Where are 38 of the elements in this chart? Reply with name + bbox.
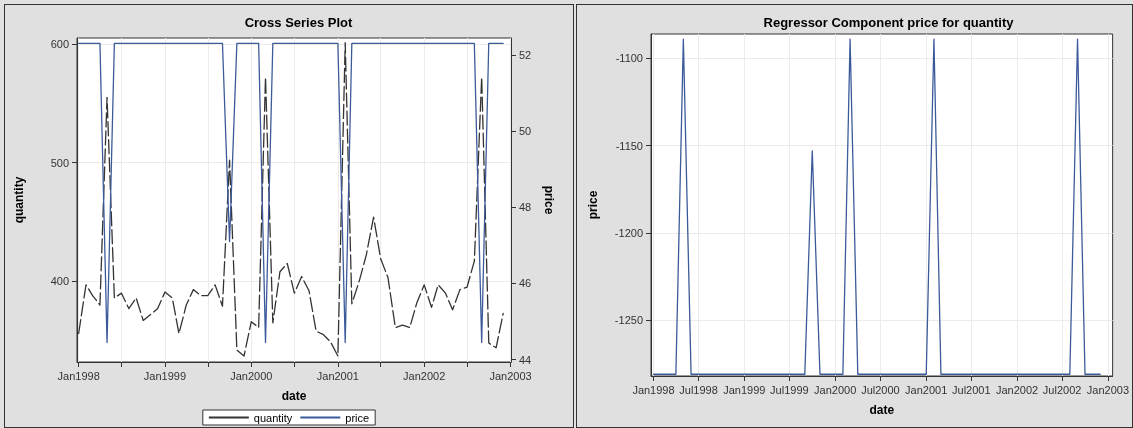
x-axis-title: date bbox=[869, 403, 895, 417]
chart-title: Regressor Component price for quantity bbox=[763, 15, 1015, 30]
x-tick-label: Jan2002 bbox=[995, 383, 1039, 396]
x-tick-label: Jul2001 bbox=[952, 383, 991, 396]
legend-label: price bbox=[345, 411, 370, 424]
x-tick-label: Jan2001 bbox=[905, 383, 948, 396]
x-tick-label: Jul1999 bbox=[770, 383, 809, 396]
x-tick-label: Jul2002 bbox=[1042, 383, 1082, 396]
legend-label: quantity bbox=[253, 411, 293, 424]
y2-tick-label: 44 bbox=[519, 353, 532, 366]
y-tick-label: 500 bbox=[50, 156, 69, 169]
x-tick-label: Jan2001 bbox=[316, 369, 359, 382]
x-tick-label: Jan2000 bbox=[814, 383, 857, 396]
chart-title: Cross Series Plot bbox=[244, 15, 353, 30]
y2-tick-label: 46 bbox=[519, 277, 532, 290]
x-tick-label: Jan2002 bbox=[403, 369, 446, 382]
y-tick-label: -1200 bbox=[614, 226, 643, 239]
y2-tick-label: 48 bbox=[519, 201, 532, 214]
y-tick-label: 600 bbox=[50, 37, 69, 50]
x-tick-label: Jan1999 bbox=[723, 383, 766, 396]
y2-tick-label: 52 bbox=[519, 48, 532, 61]
x-tick-label: Jan1999 bbox=[143, 369, 187, 382]
x-tick-label: Jan2003 bbox=[1086, 383, 1130, 396]
y2-tick-label: 50 bbox=[519, 125, 532, 138]
y-tick-label: 400 bbox=[50, 275, 69, 288]
y-tick-label: -1100 bbox=[615, 52, 643, 65]
x-tick-label: Jan1998 bbox=[632, 383, 675, 396]
x-tick-label: Jan2003 bbox=[489, 369, 532, 382]
y-tick-label: -1150 bbox=[615, 139, 643, 152]
y-axis-title: quantity bbox=[12, 176, 26, 224]
x-tick-label: Jul1998 bbox=[679, 383, 718, 396]
x-axis-title: date bbox=[281, 389, 307, 403]
x-tick-label: Jul2000 bbox=[861, 383, 900, 396]
y2-axis-title: price bbox=[542, 185, 556, 215]
x-tick-label: Jan2000 bbox=[230, 369, 273, 382]
y-axis-title: price bbox=[586, 190, 600, 220]
y-tick-label: -1250 bbox=[614, 314, 643, 327]
x-tick-label: Jan1998 bbox=[57, 369, 100, 382]
